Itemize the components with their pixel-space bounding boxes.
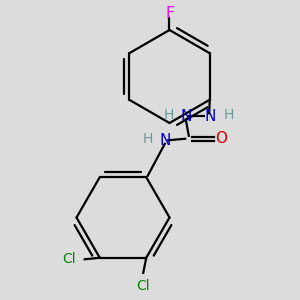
Text: N: N <box>205 109 216 124</box>
Text: F: F <box>165 6 174 21</box>
Text: N: N <box>180 109 191 124</box>
Text: H: H <box>143 132 154 146</box>
Text: O: O <box>215 131 227 146</box>
Text: H: H <box>164 108 175 122</box>
Text: H: H <box>224 108 235 122</box>
Text: N: N <box>159 133 170 148</box>
Text: Cl: Cl <box>63 252 76 266</box>
Text: Cl: Cl <box>136 279 150 293</box>
